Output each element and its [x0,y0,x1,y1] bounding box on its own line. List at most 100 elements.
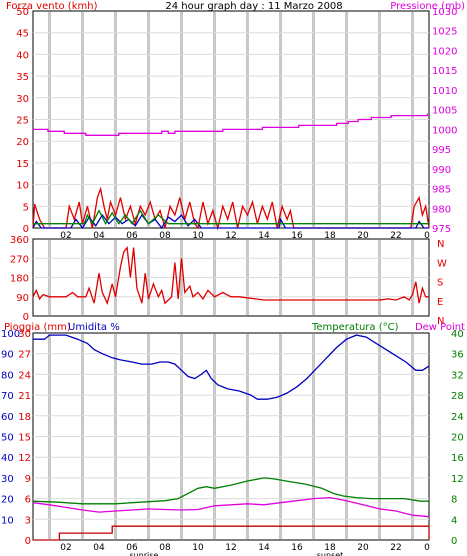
x-tick-label: 10 [192,543,204,553]
compass-label: N [437,316,444,327]
x-tick-label: 18 [324,231,336,241]
y-tick-pressure: 1030 [432,7,457,18]
series-line-pioggia [33,525,430,541]
x-tick-label: 22 [390,543,401,553]
y-tick-pressure: 975 [432,224,451,235]
y-tick-temperature: 12 [451,474,464,485]
y-tick-humidity: 60 [1,412,14,423]
y-tick-temperature: 32 [451,370,464,381]
series-line-raffica [32,186,430,231]
y-tick-temperature: 40 [451,329,464,340]
x-tick-label: 0 [424,231,430,241]
x-tick-label: 18 [324,543,336,553]
series-line-vento-verde [33,209,429,226]
graph-title: 24 hour graph day : 11 Marzo 2008 [165,1,342,12]
x-tick-label: 02 [60,543,71,553]
y-tick-rain: 21 [18,391,31,402]
sunset-label: sunset [317,551,344,556]
x-tick-label: 08 [159,231,171,241]
x-tick-label: 16 [291,231,303,241]
y-tick-direction: 0 [23,312,29,323]
y-tick-rain: 9 [25,474,31,485]
y-tick-direction: 180 [10,274,29,285]
y-tick-pressure: 980 [432,204,451,215]
x-tick-label: 20 [357,231,369,241]
y-tick-wind: 15 [16,159,29,170]
y-tick-wind: 30 [16,94,29,105]
x-tick-label: 20 [357,543,369,553]
x-tick-label: 12 [225,231,236,241]
x-tick-label: 22 [390,231,401,241]
y-tick-wind: 10 [16,181,29,192]
x-tick-label: 06 [126,543,138,553]
rain-axis-label: Pioggia (mm) [4,322,71,333]
sunrise-label: sunrise [129,551,158,556]
y-tick-pressure: 990 [432,165,451,176]
y-tick-direction: 90 [16,293,29,304]
y-tick-rain: 0 [25,536,31,547]
temperature-axis-label: Temperatura (°C) [311,322,399,333]
y-tick-wind: 45 [16,29,29,40]
y-tick-wind: 25 [16,116,29,127]
y-tick-temperature: 8 [451,495,457,506]
y-tick-rain: 3 [25,515,31,526]
y-tick-temperature: 24 [451,412,464,423]
y-tick-humidity: 100 [1,329,20,340]
x-tick-label: 14 [258,231,270,241]
y-tick-temperature: 20 [451,433,464,444]
series-line-pressione [33,113,428,136]
x-tick-label: 16 [291,543,303,553]
y-tick-pressure: 1015 [432,66,457,77]
pressure-axis-label: Pressione (mb) [390,1,465,12]
dewpoint-axis-label: Dew Point [415,322,465,333]
x-tick-label: 04 [93,231,105,241]
y-tick-wind: 0 [23,224,29,235]
y-tick-direction: 270 [10,254,29,265]
y-tick-temperature: 36 [451,350,464,361]
y-tick-temperature: 16 [451,453,464,464]
x-tick-label: 12 [225,543,236,553]
compass-label: E [437,297,443,308]
y-tick-wind: 40 [16,50,29,61]
humidity-axis-label: Umidita % [68,322,120,333]
y-tick-humidity: 70 [1,391,14,402]
y-tick-temperature: 28 [451,391,464,402]
y-tick-pressure: 1025 [432,27,457,38]
y-tick-rain: 27 [18,350,31,361]
x-tick-label: 08 [159,543,171,553]
x-tick-label: 10 [192,231,204,241]
compass-label: N [437,239,444,250]
compass-label: W [437,258,447,269]
x-tick-label: 06 [126,231,138,241]
y-tick-wind: 20 [16,137,29,148]
y-tick-pressure: 985 [432,185,451,196]
y-tick-humidity: 80 [1,370,14,381]
y-tick-pressure: 1010 [432,86,457,97]
y-tick-direction: 360 [10,235,29,246]
compass-label: S [437,278,443,289]
y-tick-rain: 6 [25,495,31,506]
y-tick-temperature: 4 [451,515,457,526]
wind-pressure-panel: 0510152025303540455097598098599099510001… [6,1,465,248]
y-tick-rain: 12 [18,453,31,464]
y-tick-humidity: 50 [1,433,14,444]
series-line-dew-point [32,496,430,518]
y-tick-rain: 18 [18,412,31,423]
x-tick-label: 02 [60,231,71,241]
y-tick-rain: 24 [18,370,31,381]
series-line-wind-direction [32,245,429,306]
y-tick-wind: 50 [16,7,29,18]
x-tick-label: 0 [424,543,430,553]
y-tick-wind: 35 [16,72,29,83]
y-tick-humidity: 20 [1,495,14,506]
x-tick-label: 14 [258,543,270,553]
y-tick-wind: 5 [23,202,29,213]
y-tick-rain: 30 [18,329,31,340]
y-tick-pressure: 1000 [432,125,457,136]
y-tick-humidity: 40 [1,453,14,464]
series-line-temperatura [32,477,429,505]
y-tick-pressure: 995 [432,145,451,156]
